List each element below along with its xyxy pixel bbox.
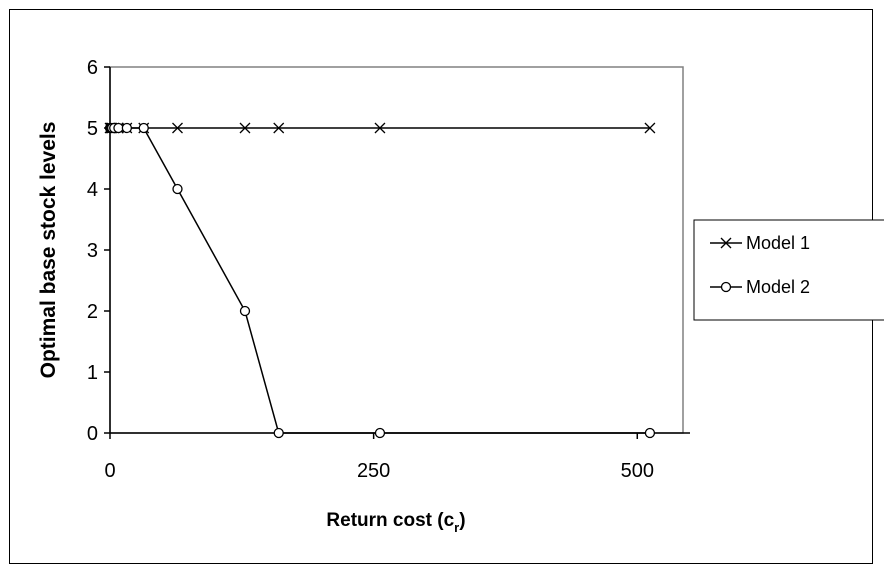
x-tick-label: 0 bbox=[104, 460, 115, 482]
y-tick-label: 4 bbox=[87, 179, 98, 201]
y-tick-label: 5 bbox=[87, 118, 98, 140]
x-tick-label: 250 bbox=[357, 460, 390, 482]
x-axis-title: Return cost (cr) bbox=[326, 510, 465, 535]
legend-label: Model 2 bbox=[746, 277, 810, 297]
y-tick-label: 1 bbox=[87, 362, 98, 384]
data-point bbox=[114, 124, 123, 133]
data-point bbox=[375, 429, 384, 438]
y-tick-label: 0 bbox=[87, 423, 98, 445]
data-point bbox=[122, 124, 131, 133]
series-model-1 bbox=[105, 123, 655, 133]
y-tick-label: 2 bbox=[87, 301, 98, 323]
x-axis: 0 250 500 bbox=[104, 433, 690, 482]
data-point bbox=[274, 429, 283, 438]
data-point bbox=[173, 185, 182, 194]
data-point bbox=[139, 124, 148, 133]
series-line bbox=[110, 128, 650, 433]
legend-label: Model 1 bbox=[746, 233, 810, 253]
legend-marker bbox=[722, 283, 731, 292]
data-point bbox=[645, 429, 654, 438]
x-tick-label: 500 bbox=[621, 460, 654, 482]
series-layer bbox=[105, 123, 655, 438]
data-point bbox=[240, 307, 249, 316]
plot-area bbox=[110, 67, 683, 433]
y-axis: 0 1 2 3 4 5 6 bbox=[87, 57, 110, 445]
x-axis-title-close: ) bbox=[459, 510, 465, 531]
y-axis-title: Optimal base stock levels bbox=[37, 122, 60, 379]
y-tick-label: 3 bbox=[87, 240, 98, 262]
legend: Model 1 Model 2 bbox=[694, 220, 884, 320]
x-axis-title-main: Return cost (c bbox=[326, 510, 454, 531]
y-tick-label: 6 bbox=[87, 57, 98, 79]
series-model-2 bbox=[106, 124, 655, 438]
